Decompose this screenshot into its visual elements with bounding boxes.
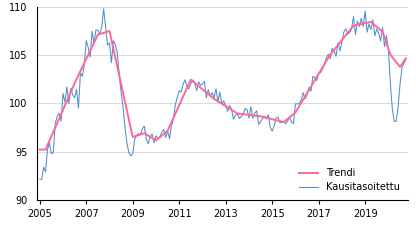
Kausitasoitettu [150, 133, 155, 135]
Trendi [142, 132, 147, 135]
Trendi [204, 91, 209, 94]
Kausitasoitettu [223, 104, 228, 107]
Trendi [221, 104, 226, 106]
Trendi [37, 148, 42, 151]
Legend: Trendi, Kausitasoitettu: Trendi, Kausitasoitettu [296, 165, 403, 195]
Kausitasoitettu [206, 88, 211, 91]
Line: Kausitasoitettu: Kausitasoitettu [40, 9, 406, 179]
Trendi [404, 57, 409, 60]
Trendi [76, 74, 81, 76]
Kausitasoitettu [124, 142, 129, 145]
Kausitasoitettu [101, 7, 106, 10]
Kausitasoitettu [404, 59, 409, 61]
Trendi [122, 100, 127, 103]
Line: Trendi: Trendi [40, 22, 406, 150]
Kausitasoitettu [76, 107, 81, 109]
Kausitasoitettu [37, 178, 42, 181]
Trendi [369, 21, 374, 23]
Trendi [148, 136, 153, 138]
Kausitasoitettu [144, 138, 149, 141]
